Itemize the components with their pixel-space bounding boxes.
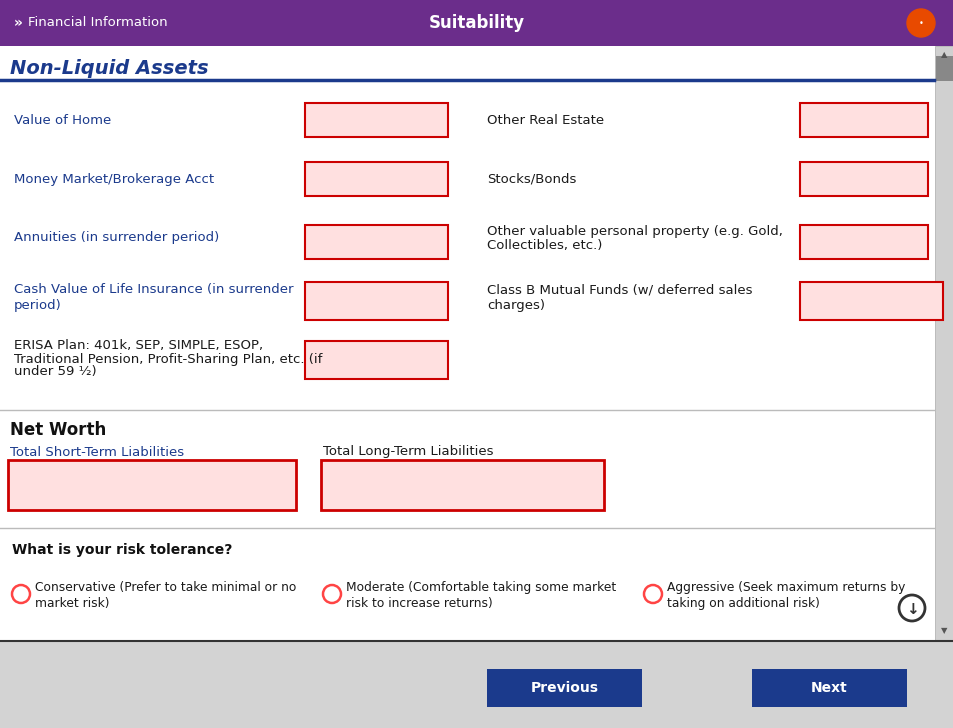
Circle shape [906,9,934,37]
FancyBboxPatch shape [486,669,641,707]
Text: Cash Value of Life Insurance (in surrender: Cash Value of Life Insurance (in surrend… [14,283,294,296]
FancyBboxPatch shape [0,0,953,46]
Text: ERISA Plan: 401k, SEP, SIMPLE, ESOP,: ERISA Plan: 401k, SEP, SIMPLE, ESOP, [14,339,263,352]
Text: Financial Information: Financial Information [28,17,168,30]
Text: Class B Mutual Funds (w/ deferred sales: Class B Mutual Funds (w/ deferred sales [486,283,752,296]
Text: Other valuable personal property (e.g. Gold,: Other valuable personal property (e.g. G… [486,224,782,237]
Text: risk to increase returns): risk to increase returns) [346,596,493,609]
FancyBboxPatch shape [0,46,934,640]
Text: taking on additional risk): taking on additional risk) [666,596,819,609]
FancyBboxPatch shape [800,162,927,196]
Text: Annuities (in surrender period): Annuities (in surrender period) [14,232,219,245]
FancyBboxPatch shape [305,225,448,259]
Text: What is your risk tolerance?: What is your risk tolerance? [12,543,233,557]
Text: Traditional Pension, Profit-Sharing Plan, etc. (if: Traditional Pension, Profit-Sharing Plan… [14,352,322,365]
Text: Value of Home: Value of Home [14,114,112,127]
Text: Suitability: Suitability [429,14,524,32]
FancyBboxPatch shape [305,162,448,196]
FancyBboxPatch shape [0,641,953,728]
Text: Conservative (Prefer to take minimal or no: Conservative (Prefer to take minimal or … [35,582,296,595]
Text: ↓: ↓ [904,601,918,617]
Text: Aggressive (Seek maximum returns by: Aggressive (Seek maximum returns by [666,582,904,595]
Text: Previous: Previous [530,681,598,695]
Text: Moderate (Comfortable taking some market: Moderate (Comfortable taking some market [346,582,616,595]
FancyBboxPatch shape [800,282,942,320]
Text: Collectibles, etc.): Collectibles, etc.) [486,240,601,253]
FancyBboxPatch shape [800,225,927,259]
Text: »: » [14,16,23,30]
Text: Net Worth: Net Worth [10,421,106,439]
Text: Stocks/Bonds: Stocks/Bonds [486,173,576,186]
FancyBboxPatch shape [305,282,448,320]
FancyBboxPatch shape [320,460,603,510]
Text: market risk): market risk) [35,596,110,609]
FancyBboxPatch shape [935,56,952,81]
FancyBboxPatch shape [305,341,448,379]
FancyBboxPatch shape [305,103,448,137]
FancyBboxPatch shape [934,46,953,640]
Text: ▲: ▲ [941,50,946,60]
FancyBboxPatch shape [800,103,927,137]
Text: period): period) [14,299,62,312]
Text: charges): charges) [486,299,544,312]
Text: Money Market/Brokerage Acct: Money Market/Brokerage Acct [14,173,213,186]
Text: •: • [918,18,923,28]
Text: Other Real Estate: Other Real Estate [486,114,603,127]
Text: Total Short-Term Liabilities: Total Short-Term Liabilities [10,446,184,459]
Text: under 59 ½): under 59 ½) [14,365,96,379]
Text: ▼: ▼ [941,627,946,636]
Text: Non-Liquid Assets: Non-Liquid Assets [10,58,209,77]
FancyBboxPatch shape [751,669,906,707]
FancyBboxPatch shape [8,460,295,510]
Text: Next: Next [810,681,847,695]
Text: Total Long-Term Liabilities: Total Long-Term Liabilities [323,446,493,459]
